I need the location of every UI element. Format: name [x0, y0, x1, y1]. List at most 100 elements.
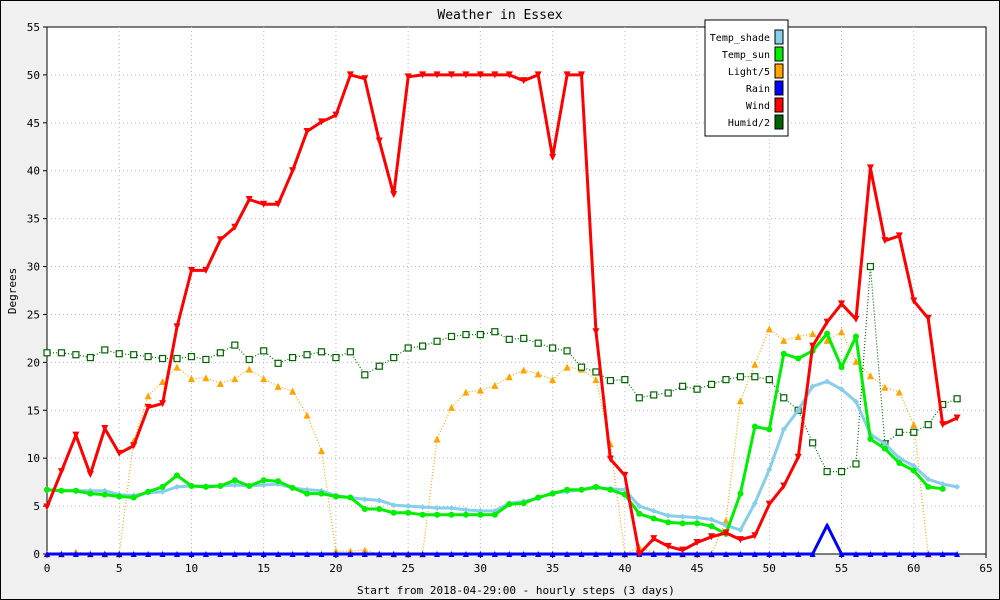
x-tick-label: 20: [329, 562, 342, 575]
temp-sun-point: [405, 509, 412, 516]
temp-sun-point: [824, 330, 831, 337]
rain-point: [434, 551, 441, 557]
humid-2-point: [202, 355, 210, 364]
temp-sun-point: [867, 436, 874, 443]
wind-line: [45, 73, 958, 556]
legend-swatch-humid-2: [774, 114, 784, 130]
y-tick-label: 10: [27, 452, 40, 465]
light-5-point: [447, 403, 455, 411]
x-tick-label: 15: [257, 562, 270, 575]
temp-sun-point: [448, 511, 455, 518]
wind-point: [809, 342, 817, 350]
temp-sun-point: [477, 511, 484, 518]
temp-shade-point: [376, 497, 383, 504]
humid-2-point: [390, 353, 398, 362]
humid-2-point: [260, 347, 268, 355]
humid-2-point: [187, 353, 196, 361]
temp-sun-point: [665, 519, 672, 526]
light-5-point: [736, 397, 744, 405]
temp-sun-point: [838, 364, 845, 371]
humid-2-point: [635, 394, 643, 402]
rain-point: [535, 551, 542, 557]
humid-2-point: [303, 351, 311, 359]
temp-sun-point: [202, 483, 209, 490]
wind-point: [231, 223, 239, 231]
light-5-point: [722, 516, 730, 524]
temp-sun-point: [910, 467, 917, 474]
humid-2-point: [852, 460, 860, 468]
humid-2-point: [245, 355, 253, 364]
temp-sun-point: [925, 483, 932, 490]
humid-2-point: [144, 353, 152, 361]
temp-sun-point: [636, 510, 643, 517]
temp-sun-point: [246, 482, 253, 489]
humid-2-point: [722, 376, 730, 384]
temp-sun-point: [751, 423, 758, 430]
temp-sun-point: [694, 520, 701, 527]
rain-point: [737, 551, 744, 557]
rain-point: [722, 551, 729, 557]
y-tick-label: 35: [27, 213, 40, 226]
wind-point: [404, 73, 412, 81]
light-5-point: [433, 435, 441, 443]
x-axis-label: Start from 2018-04-29:00 - hourly steps …: [357, 584, 675, 597]
wind-point: [289, 167, 297, 175]
y-tick-label: 0: [33, 548, 40, 561]
rain-point: [838, 551, 845, 557]
temp-sun-point: [737, 490, 744, 497]
y-tick-label: 55: [27, 21, 40, 34]
rain-point: [347, 551, 354, 557]
wind-point: [173, 323, 181, 331]
x-tick-label: 35: [546, 562, 559, 575]
rain-point: [419, 551, 426, 557]
wind-point: [86, 470, 94, 478]
light-5-point: [260, 375, 268, 383]
wind-point: [462, 71, 470, 79]
humid-2-point: [72, 351, 80, 359]
temp-sun-point: [376, 505, 383, 512]
temp-sun-point: [87, 490, 94, 497]
temp-shade-point: [694, 514, 701, 521]
humid-2-point: [231, 341, 239, 349]
temp-sun-point: [188, 482, 195, 489]
light-5-point: [823, 336, 831, 344]
light-5-point: [563, 363, 571, 371]
light-5-point: [505, 373, 513, 381]
wind-point: [332, 111, 340, 119]
temp-sun-point: [217, 482, 224, 489]
temp-sun-point: [708, 523, 715, 530]
wind-point: [274, 200, 282, 208]
rain-point: [766, 551, 773, 557]
humid-2-point: [924, 421, 932, 429]
wind-point: [881, 237, 889, 245]
rain-point: [910, 551, 917, 557]
temp-shade-point: [737, 527, 744, 534]
rain-point: [304, 551, 311, 557]
rain-point: [58, 551, 65, 557]
legend-swatch-light-5: [774, 63, 784, 79]
wind-point: [838, 300, 846, 308]
light-5-point: [809, 330, 817, 338]
y-tick-label: 25: [27, 308, 40, 321]
rain-point: [390, 551, 397, 557]
legend: Temp_shade Temp_sun Light/5 Rain Wind Humid/2: [704, 19, 789, 137]
y-tick-label: 15: [27, 404, 40, 417]
temp-sun-point: [766, 426, 773, 433]
wind-point: [895, 232, 903, 240]
humid-2-point: [895, 428, 903, 436]
light-5-point: [881, 383, 889, 391]
rain-point: [939, 551, 946, 557]
temp-shade-point: [838, 386, 845, 393]
rain-point: [217, 551, 224, 557]
temp-sun-point: [621, 491, 628, 498]
wind-point: [765, 500, 773, 508]
rain-point: [925, 551, 932, 557]
y-tick-label: 30: [27, 261, 40, 274]
temp-shade-point: [448, 505, 455, 512]
temp-shade-point: [650, 507, 657, 514]
x-tick-label: 55: [835, 562, 848, 575]
temp-shade-point: [462, 506, 469, 513]
temp-shade-point: [910, 462, 917, 469]
rain-point: [361, 551, 368, 557]
wind-point: [592, 328, 600, 336]
